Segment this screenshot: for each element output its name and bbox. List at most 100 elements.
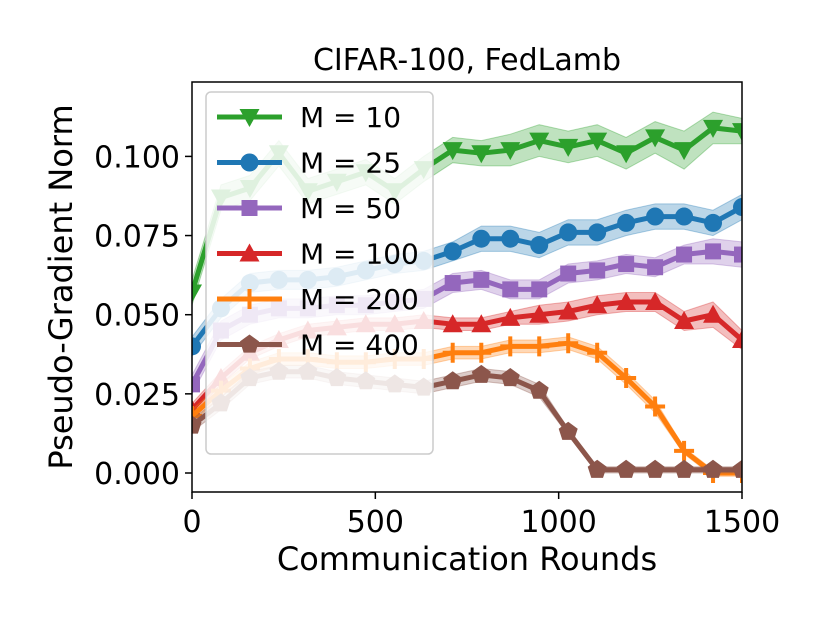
data-point [732, 123, 742, 142]
data-point [703, 119, 724, 138]
legend-item: M = 25 [217, 147, 401, 180]
data-point [616, 145, 637, 164]
data-point [500, 368, 520, 387]
y-tick-label: 0.100 [94, 140, 180, 175]
legend-item: M = 200 [217, 283, 419, 316]
data-point [529, 304, 550, 323]
data-point [732, 459, 742, 478]
legend-label: M = 200 [300, 283, 419, 316]
data-point [646, 207, 665, 226]
legend-item: M = 400 [217, 329, 419, 362]
legend-marker [239, 243, 260, 262]
data-point [530, 236, 549, 255]
data-point [471, 364, 491, 383]
legend-marker [239, 109, 260, 127]
legend-marker [239, 289, 260, 309]
data-point [442, 342, 463, 363]
x-tick-label: 500 [347, 505, 404, 540]
data-point [645, 396, 666, 417]
axes: 0 500 1000 1500 0.000 0.025 0.050 0.075 0.100 [94, 81, 780, 540]
data-point [675, 207, 694, 226]
data-point [558, 301, 579, 320]
data-point [589, 262, 606, 279]
data-point [703, 304, 724, 323]
data-point [558, 421, 578, 440]
legend-item: M = 10 [217, 101, 401, 134]
data-point [192, 406, 202, 427]
data-point [732, 330, 742, 349]
data-point [616, 368, 637, 389]
data-point [500, 307, 521, 326]
legend-label: M = 100 [300, 238, 419, 271]
data-point [558, 138, 579, 157]
data-point [645, 129, 666, 148]
data-point [559, 223, 578, 242]
data-point [587, 342, 608, 363]
data-point [674, 440, 695, 461]
data-point [192, 337, 201, 356]
data-point [587, 132, 608, 151]
legend-marker [240, 334, 259, 353]
data-point [529, 380, 549, 399]
data-point [192, 376, 200, 393]
data-point [588, 223, 607, 242]
x-tick-label: 0 [182, 505, 201, 540]
data-point [444, 275, 461, 292]
data-point [442, 142, 463, 161]
data-point [674, 459, 694, 478]
legend-label: M = 10 [300, 101, 401, 134]
data-point [500, 142, 521, 161]
data-point [617, 213, 636, 232]
y-tick-label: 0.000 [94, 457, 180, 492]
data-point [471, 314, 492, 333]
data-point [703, 459, 723, 478]
chart-title: CIFAR-100, FedLamb [313, 43, 621, 78]
x-tick-label: 1000 [520, 505, 596, 540]
legend-label: M = 400 [300, 329, 419, 362]
x-axis-label: Communication Rounds [277, 540, 657, 578]
data-point [192, 415, 202, 434]
legend-marker [241, 200, 258, 216]
data-point [500, 336, 521, 357]
data-point [443, 371, 463, 390]
data-point [645, 292, 666, 311]
data-point [647, 259, 664, 276]
data-point [531, 281, 548, 298]
legend-marker [240, 153, 259, 172]
y-tick-label: 0.050 [94, 299, 180, 334]
x-tick-label: 1500 [704, 505, 780, 540]
legend-label: M = 25 [300, 147, 401, 180]
data-point [616, 459, 636, 478]
legend-item: M = 50 [217, 192, 401, 225]
data-point [529, 132, 550, 151]
data-point [616, 292, 637, 311]
data-point [560, 265, 577, 282]
data-point [502, 281, 519, 298]
data-point [473, 271, 490, 288]
data-point [192, 284, 202, 303]
data-point [587, 295, 608, 314]
legend-item: M = 100 [217, 238, 419, 271]
y-axis-label: Pseudo-Gradient Norm [42, 104, 80, 469]
data-point [558, 333, 579, 354]
legend-box [205, 91, 434, 455]
data-point [704, 213, 723, 232]
data-point [674, 142, 695, 161]
data-point [472, 229, 491, 248]
y-tick-label: 0.025 [94, 378, 180, 413]
data-point [705, 243, 722, 260]
data-point [471, 145, 492, 164]
y-tick-label: 0.075 [94, 220, 180, 255]
plot-frame [191, 81, 743, 493]
data-point [676, 246, 693, 263]
data-point [442, 314, 463, 333]
data-point [734, 246, 742, 263]
data-point [674, 311, 695, 330]
data-point [587, 459, 607, 478]
data-point [733, 198, 742, 217]
legend: M = 10 M = 25 M = 50 M = 100 M = 200 M = 400 [205, 91, 434, 455]
data-point [618, 256, 635, 273]
data-point [645, 459, 665, 478]
